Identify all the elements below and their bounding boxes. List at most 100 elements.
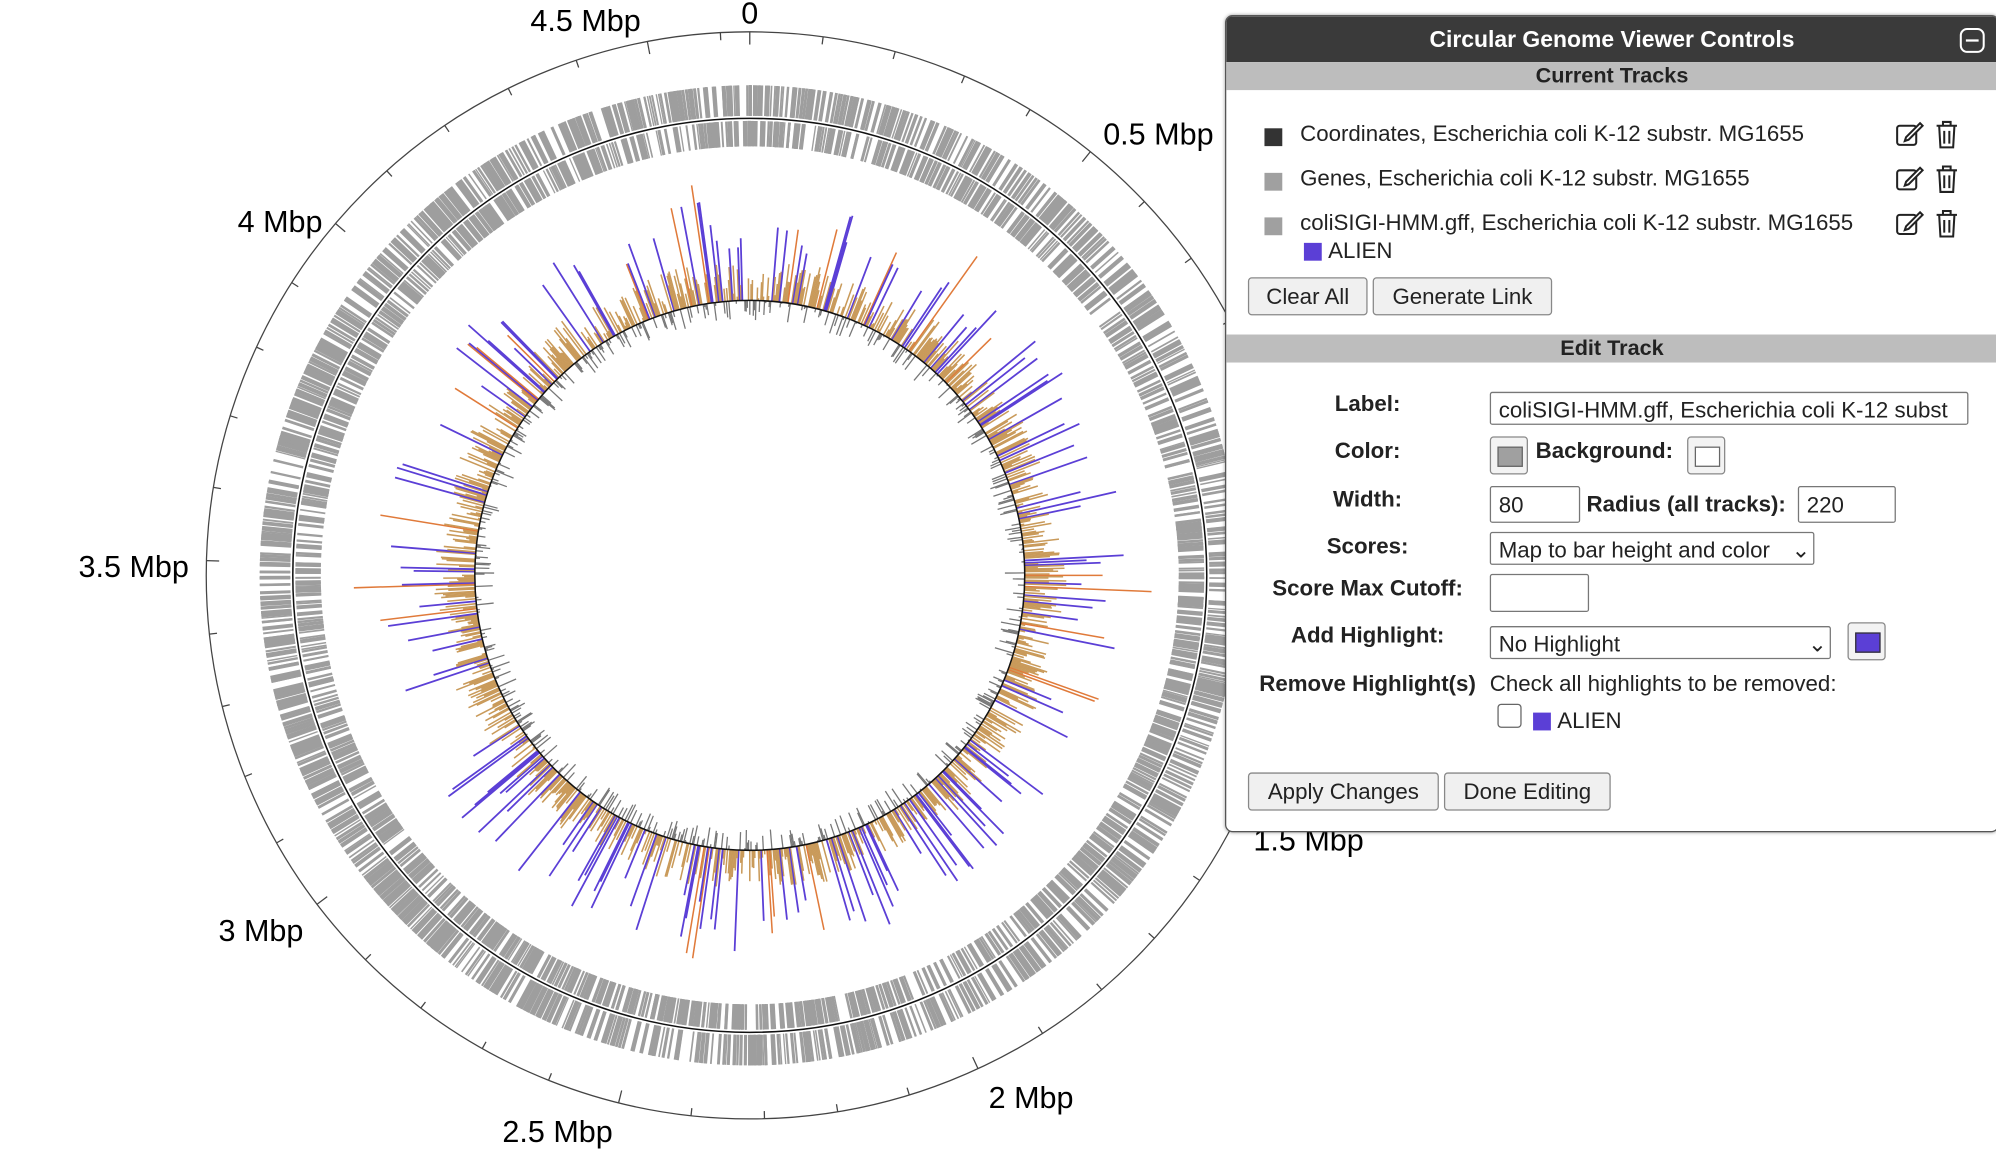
gene [657, 129, 666, 156]
gene [1175, 519, 1201, 524]
gene [716, 1003, 722, 1029]
gene [1129, 299, 1156, 319]
gene [418, 212, 441, 237]
score-bar [571, 817, 621, 907]
gene [1108, 269, 1135, 291]
gene [778, 121, 783, 148]
gene [268, 662, 300, 672]
gene [902, 975, 915, 1000]
gene [1199, 667, 1230, 676]
score-bar [666, 821, 673, 838]
width-input[interactable]: 80 [1489, 486, 1581, 523]
edit-icon[interactable] [1895, 208, 1926, 239]
gene [423, 207, 447, 233]
score-bar [760, 282, 763, 301]
gene [1173, 506, 1200, 512]
score-bar [533, 351, 560, 379]
edit-icon[interactable] [1895, 164, 1926, 195]
gene [1177, 611, 1203, 616]
gene [1066, 862, 1088, 882]
gene [377, 873, 403, 897]
gene [1062, 264, 1084, 285]
gene [1183, 724, 1214, 737]
cutoff-input[interactable] [1489, 573, 1590, 613]
apply-changes-button[interactable]: Apply Changes [1247, 772, 1439, 811]
gene [1176, 615, 1203, 621]
score-bar [704, 282, 709, 304]
gene [1055, 916, 1078, 941]
color-picker[interactable] [1489, 436, 1528, 475]
score-bar [974, 429, 984, 436]
score-bar [850, 830, 861, 855]
gene [1022, 905, 1041, 927]
highlight-select[interactable]: No Highlight ⌄ [1489, 626, 1831, 660]
gene [1152, 340, 1182, 358]
tick-label: 2.5 Mbp [502, 1115, 612, 1149]
generate-link-button[interactable]: Generate Link [1372, 277, 1553, 316]
gene [890, 980, 901, 1005]
score-bar [436, 563, 476, 567]
gene [418, 868, 439, 888]
gene [583, 113, 597, 144]
gene [319, 427, 345, 439]
gene [371, 813, 395, 830]
gene [720, 121, 725, 148]
edit-icon[interactable] [1895, 119, 1926, 150]
score-bar [539, 749, 546, 754]
gene [919, 1001, 934, 1031]
gene [322, 720, 347, 732]
score-bar [736, 269, 740, 301]
score-bar [953, 759, 977, 781]
score-bar [516, 712, 532, 723]
delete-icon[interactable] [1933, 119, 1961, 150]
gene [620, 139, 630, 165]
score-bar [842, 833, 857, 869]
gene [835, 93, 844, 125]
gene [578, 153, 591, 179]
delete-icon[interactable] [1933, 208, 1961, 239]
delete-icon[interactable] [1933, 164, 1961, 195]
gene [758, 1004, 763, 1030]
minimize-button[interactable] [1959, 27, 1985, 53]
gene [297, 752, 327, 766]
gene [344, 298, 371, 318]
gene [793, 123, 800, 149]
scores-select[interactable]: Map to bar height and color ⌄ [1489, 531, 1815, 565]
gene [438, 194, 461, 221]
gene [390, 888, 415, 910]
gene [602, 144, 613, 170]
score-bar [1011, 523, 1020, 527]
gene [1063, 217, 1087, 242]
gene [297, 532, 323, 538]
gene [570, 118, 584, 148]
gene [507, 189, 523, 213]
done-editing-button[interactable]: Done Editing [1443, 772, 1611, 811]
gene [913, 117, 927, 147]
score-bar [884, 790, 897, 809]
gene [502, 972, 520, 1000]
remove-checkbox[interactable] [1497, 703, 1522, 728]
background-picker[interactable] [1687, 436, 1726, 475]
score-bar [762, 835, 764, 851]
score-bar [1024, 564, 1065, 568]
highlight-color-picker[interactable] [1847, 622, 1886, 661]
gene [948, 172, 962, 196]
score-bar [436, 550, 476, 556]
label-input[interactable]: coliSIGI-HMM.gff, Escherichia coli K-12 … [1489, 391, 1969, 425]
gene [968, 144, 986, 173]
score-bar [1000, 628, 1019, 634]
gene [978, 937, 994, 960]
score-bar [449, 580, 475, 583]
gene [896, 111, 909, 141]
gene [894, 978, 906, 1004]
gene [280, 706, 311, 718]
radius-input[interactable]: 220 [1797, 486, 1896, 523]
clear-all-button[interactable]: Clear All [1247, 277, 1368, 316]
gene [621, 986, 631, 1012]
score-bar [877, 333, 882, 341]
gene [705, 87, 710, 118]
score-bar [380, 514, 479, 532]
score-bar [1022, 538, 1060, 545]
score-bar [999, 423, 1080, 462]
gene [1041, 196, 1063, 222]
